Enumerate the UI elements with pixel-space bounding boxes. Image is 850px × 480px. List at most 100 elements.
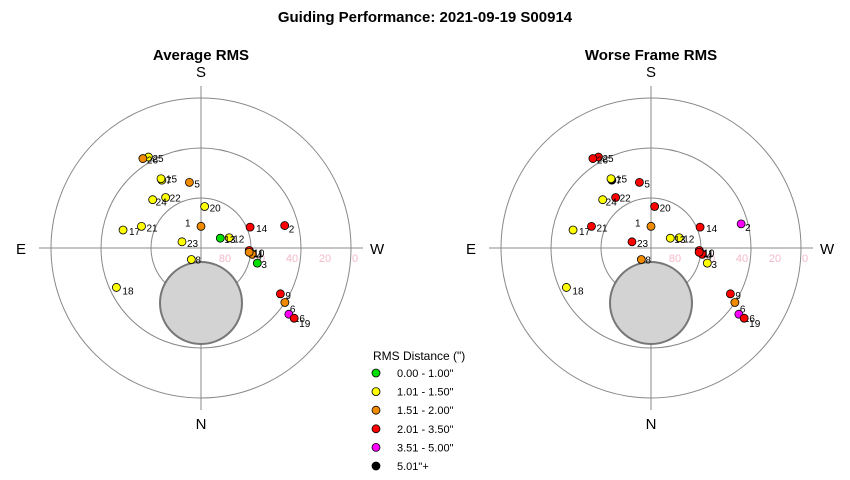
point-label: 2 bbox=[745, 223, 751, 234]
point-label: 25 bbox=[603, 154, 615, 165]
direction-label: S bbox=[646, 64, 656, 81]
altitude-tick-label: 20 bbox=[769, 253, 781, 265]
legend-label: 1.01 - 1.50" bbox=[397, 387, 454, 399]
direction-label: W bbox=[820, 241, 835, 258]
point-label: 15 bbox=[166, 175, 178, 186]
direction-label: W bbox=[370, 241, 385, 258]
data-point bbox=[224, 233, 234, 243]
data-point bbox=[196, 221, 206, 231]
point-label: 16 bbox=[744, 314, 756, 325]
data-point bbox=[606, 174, 616, 184]
point-label: 23 bbox=[637, 239, 649, 250]
point-label: 11 bbox=[703, 249, 714, 260]
data-point bbox=[694, 247, 704, 257]
legend-swatch bbox=[371, 461, 381, 471]
point-label: 19 bbox=[749, 319, 761, 330]
point-label: 5 bbox=[644, 179, 650, 190]
point-label: 18 bbox=[122, 286, 134, 297]
point-label: 9 bbox=[735, 291, 741, 302]
legend-label: 3.51 - 5.00" bbox=[397, 442, 454, 454]
data-point bbox=[275, 289, 285, 299]
altitude-tick-label: 0 bbox=[352, 253, 358, 265]
data-point bbox=[598, 195, 608, 205]
legend-label: 2.01 - 3.50" bbox=[397, 424, 454, 436]
point-label: 14 bbox=[706, 224, 718, 235]
altitude-tick-label: 80 bbox=[219, 253, 231, 265]
data-point bbox=[635, 177, 644, 187]
legend-swatch bbox=[371, 405, 381, 415]
point-label: 20 bbox=[660, 203, 672, 214]
point-label: 5 bbox=[194, 179, 200, 190]
data-point bbox=[244, 247, 254, 257]
direction-label: N bbox=[646, 416, 657, 433]
legend-label: 1.51 - 2.00" bbox=[397, 405, 454, 417]
point-label: 21 bbox=[596, 223, 608, 234]
point-label: 3 bbox=[711, 260, 717, 271]
altitude-tick-label: 40 bbox=[286, 253, 298, 265]
data-point bbox=[702, 258, 712, 268]
point-label: 8 bbox=[645, 255, 651, 266]
point-label: 24 bbox=[606, 198, 618, 209]
data-point bbox=[588, 154, 598, 163]
legend-swatch bbox=[371, 424, 381, 434]
direction-label: E bbox=[466, 241, 476, 258]
point-label: 19 bbox=[299, 319, 311, 330]
point-label: 4 bbox=[706, 251, 712, 262]
data-point bbox=[289, 313, 299, 323]
obstruction-disc bbox=[609, 261, 693, 345]
point-label: 10 bbox=[253, 249, 265, 260]
point-label: 17 bbox=[129, 227, 141, 238]
data-point bbox=[695, 222, 705, 232]
altitude-tick-label: 20 bbox=[319, 253, 331, 265]
point-label: 24 bbox=[156, 198, 168, 209]
legend-swatch bbox=[371, 368, 381, 378]
altitude-tick-label: 40 bbox=[736, 253, 748, 265]
point-label: 11 bbox=[253, 249, 264, 260]
data-point bbox=[156, 174, 166, 184]
data-point bbox=[280, 221, 290, 230]
point-label: 7 bbox=[616, 176, 622, 187]
point-label: 13 bbox=[224, 235, 236, 246]
point-label: 25 bbox=[153, 154, 165, 165]
point-label: 7 bbox=[166, 176, 172, 187]
point-label: 3 bbox=[261, 260, 267, 271]
point-label: 13 bbox=[674, 235, 686, 246]
point-label: 16 bbox=[294, 314, 306, 325]
panel-title: Worse Frame RMS bbox=[585, 47, 717, 64]
data-point bbox=[161, 193, 171, 202]
data-point bbox=[739, 313, 749, 323]
point-label: 9 bbox=[285, 291, 291, 302]
point-label: 6 bbox=[740, 304, 746, 315]
point-label: 12 bbox=[683, 235, 695, 246]
data-point bbox=[674, 233, 684, 243]
data-point bbox=[186, 255, 196, 264]
data-point bbox=[112, 283, 121, 292]
point-label: 21 bbox=[146, 223, 158, 234]
data-point bbox=[280, 298, 290, 307]
data-point bbox=[177, 237, 187, 247]
point-label: 23 bbox=[187, 239, 199, 250]
data-point bbox=[562, 283, 571, 292]
direction-label: N bbox=[196, 416, 207, 433]
point-label: 22 bbox=[620, 193, 632, 204]
direction-label: S bbox=[196, 64, 206, 81]
point-label: 2 bbox=[289, 225, 295, 236]
data-point bbox=[730, 298, 740, 307]
data-point bbox=[636, 255, 646, 264]
data-point bbox=[148, 195, 158, 205]
point-label: 1 bbox=[185, 218, 191, 229]
altitude-tick-label: 80 bbox=[669, 253, 681, 265]
data-point bbox=[646, 221, 656, 231]
data-point bbox=[587, 221, 596, 231]
point-label: 22 bbox=[170, 193, 182, 204]
point-label: 10 bbox=[703, 249, 715, 260]
data-point bbox=[650, 202, 660, 211]
point-label: 8 bbox=[195, 255, 201, 266]
data-point bbox=[215, 233, 225, 243]
data-point bbox=[252, 258, 262, 268]
data-point bbox=[611, 193, 621, 202]
data-point bbox=[138, 154, 148, 163]
